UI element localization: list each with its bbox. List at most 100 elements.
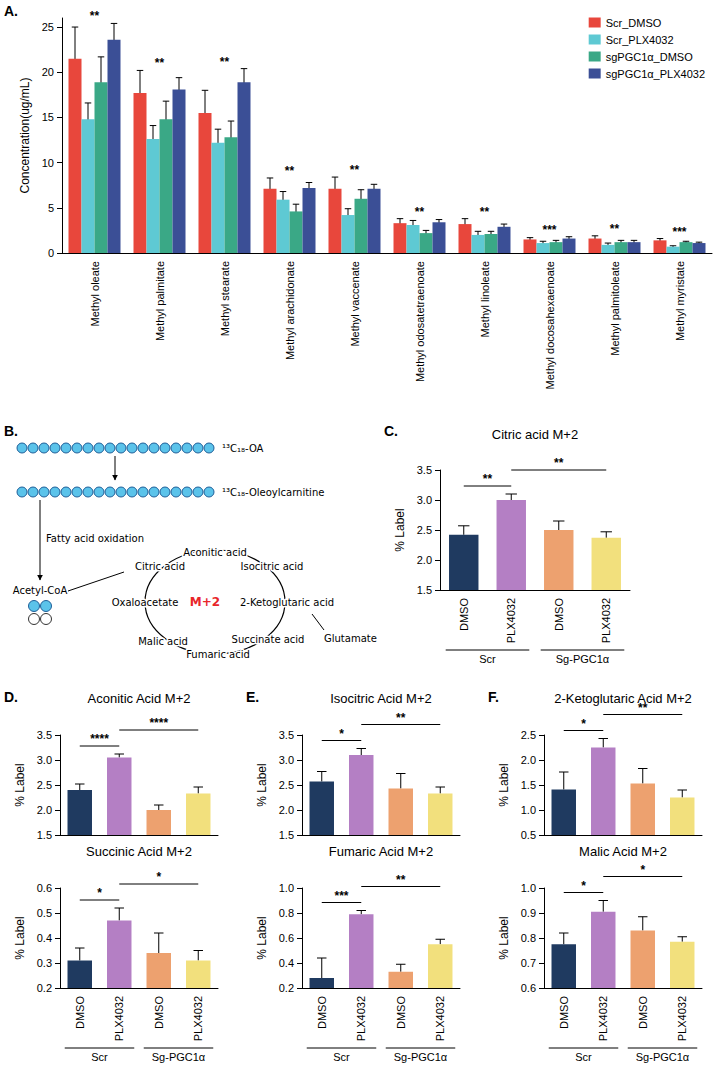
svg-text:**: ** — [638, 701, 648, 715]
svg-text:DMSO: DMSO — [458, 598, 470, 631]
svg-text:DMSO: DMSO — [153, 996, 165, 1029]
svg-text:% Label: % Label — [393, 508, 407, 551]
svg-text:3.0: 3.0 — [417, 494, 432, 506]
svg-text:20: 20 — [42, 66, 54, 78]
svg-text:Methyl stearate: Methyl stearate — [219, 261, 231, 336]
svg-text:0.2: 0.2 — [37, 982, 52, 994]
svg-text:15: 15 — [42, 111, 54, 123]
svg-text:PLX4032: PLX4032 — [113, 996, 125, 1041]
svg-text:Concentration(ug/mL): Concentration(ug/mL) — [18, 77, 32, 193]
svg-text:0.4: 0.4 — [37, 932, 52, 944]
svg-text:Methyl linoleate: Methyl linoleate — [479, 261, 491, 337]
svg-text:sgPGC1α_PLX4032: sgPGC1α_PLX4032 — [606, 68, 705, 80]
svg-text:Methyl palmitate: Methyl palmitate — [154, 261, 166, 341]
svg-text:¹³C₁₈-Oleoylcarnitine: ¹³C₁₈-Oleoylcarnitine — [222, 487, 324, 498]
svg-text:E.: E. — [246, 689, 259, 705]
svg-text:DMSO: DMSO — [553, 598, 565, 631]
svg-text:Isocitric acid: Isocitric acid — [241, 561, 304, 572]
svg-text:****: **** — [149, 716, 168, 730]
svg-text:% Label: % Label — [13, 763, 27, 806]
svg-text:1.5: 1.5 — [521, 779, 536, 791]
svg-text:Malic acid: Malic acid — [138, 636, 188, 647]
svg-text:2.5: 2.5 — [417, 524, 432, 536]
svg-text:2.5: 2.5 — [37, 779, 52, 791]
svg-text:***: *** — [542, 223, 556, 237]
svg-text:***: *** — [334, 889, 348, 903]
svg-text:Sg-PGC1α: Sg-PGC1α — [636, 1051, 690, 1063]
svg-text:*: * — [339, 727, 344, 741]
svg-text:Methyl palmitoleate: Methyl palmitoleate — [609, 261, 621, 356]
svg-text:2.5: 2.5 — [521, 729, 536, 741]
svg-text:2-Ketoglutaric acid: 2-Ketoglutaric acid — [240, 597, 334, 608]
svg-text:0.6: 0.6 — [37, 882, 52, 894]
svg-text:F.: F. — [488, 689, 499, 705]
svg-text:**: ** — [155, 56, 165, 70]
svg-text:3.5: 3.5 — [279, 729, 294, 741]
svg-text:PLX4032: PLX4032 — [505, 598, 517, 643]
svg-text:**: ** — [350, 163, 360, 177]
svg-text:% Label: % Label — [497, 763, 511, 806]
svg-text:Malic Acid M+2: Malic Acid M+2 — [579, 844, 667, 859]
svg-text:Sg-PGC1α: Sg-PGC1α — [394, 1051, 448, 1063]
svg-text:Fatty acid oxidation: Fatty acid oxidation — [46, 533, 144, 544]
svg-text:PLX4032: PLX4032 — [597, 996, 609, 1041]
svg-text:3.0: 3.0 — [279, 754, 294, 766]
svg-text:5: 5 — [48, 202, 54, 214]
svg-text:2.0: 2.0 — [521, 754, 536, 766]
svg-text:**: ** — [415, 205, 425, 219]
svg-text:Succinic Acid M+2: Succinic Acid M+2 — [86, 844, 192, 859]
svg-text:Acetyl-CoA: Acetyl-CoA — [13, 585, 68, 596]
svg-text:**: ** — [90, 9, 100, 23]
svg-text:DMSO: DMSO — [316, 996, 328, 1029]
svg-text:% Label: % Label — [13, 916, 27, 959]
svg-text:**: ** — [396, 711, 406, 725]
svg-text:**: ** — [554, 456, 564, 470]
svg-text:Scr: Scr — [333, 1051, 350, 1063]
svg-text:0.8: 0.8 — [279, 907, 294, 919]
svg-text:0.2: 0.2 — [279, 982, 294, 994]
svg-text:**: ** — [220, 55, 230, 69]
svg-text:M+2: M+2 — [190, 595, 220, 609]
svg-text:1.0: 1.0 — [521, 882, 536, 894]
svg-text:0: 0 — [48, 247, 54, 259]
svg-text:PLX4032: PLX4032 — [434, 996, 446, 1041]
svg-text:1.5: 1.5 — [417, 584, 432, 596]
svg-text:0.6: 0.6 — [279, 932, 294, 944]
svg-text:2.0: 2.0 — [417, 554, 432, 566]
svg-text:Glutamate: Glutamate — [324, 633, 377, 644]
svg-text:Methyl vaccenate: Methyl vaccenate — [349, 261, 361, 347]
svg-text:DMSO: DMSO — [395, 996, 407, 1029]
svg-text:¹³C₁₈-OA: ¹³C₁₈-OA — [222, 443, 264, 454]
svg-text:D.: D. — [4, 689, 18, 705]
svg-text:**: ** — [285, 164, 295, 178]
svg-text:Methyl oleate: Methyl oleate — [89, 261, 101, 326]
svg-text:1.0: 1.0 — [521, 804, 536, 816]
svg-text:Scr_DMSO: Scr_DMSO — [606, 17, 662, 29]
svg-text:PLX4032: PLX4032 — [676, 996, 688, 1041]
svg-text:PLX4032: PLX4032 — [192, 996, 204, 1041]
svg-text:C.: C. — [384, 423, 398, 439]
svg-text:Scr: Scr — [91, 1051, 108, 1063]
svg-text:Sg-PGC1α: Sg-PGC1α — [556, 653, 610, 665]
svg-text:***: *** — [672, 225, 686, 239]
svg-text:0.4: 0.4 — [279, 957, 294, 969]
svg-text:Scr: Scr — [479, 653, 496, 665]
svg-text:0.8: 0.8 — [521, 932, 536, 944]
svg-text:10: 10 — [42, 157, 54, 169]
svg-text:2.0: 2.0 — [279, 804, 294, 816]
svg-text:PLX4032: PLX4032 — [355, 996, 367, 1041]
svg-text:PLX4032: PLX4032 — [600, 598, 612, 643]
svg-text:2-Ketoglutaric Acid M+2: 2-Ketoglutaric Acid M+2 — [554, 691, 692, 706]
svg-text:3.0: 3.0 — [37, 754, 52, 766]
svg-text:0.5: 0.5 — [521, 829, 536, 841]
svg-text:**: ** — [480, 205, 490, 219]
svg-text:****: **** — [90, 732, 109, 746]
svg-text:0.9: 0.9 — [521, 907, 536, 919]
svg-text:Succinate acid: Succinate acid — [232, 634, 305, 645]
svg-text:0.5: 0.5 — [37, 907, 52, 919]
svg-text:3.5: 3.5 — [37, 729, 52, 741]
svg-text:Fumaric Acid M+2: Fumaric Acid M+2 — [329, 844, 433, 859]
svg-text:*: * — [581, 717, 586, 731]
svg-text:*: * — [640, 863, 645, 877]
svg-text:0.3: 0.3 — [37, 957, 52, 969]
